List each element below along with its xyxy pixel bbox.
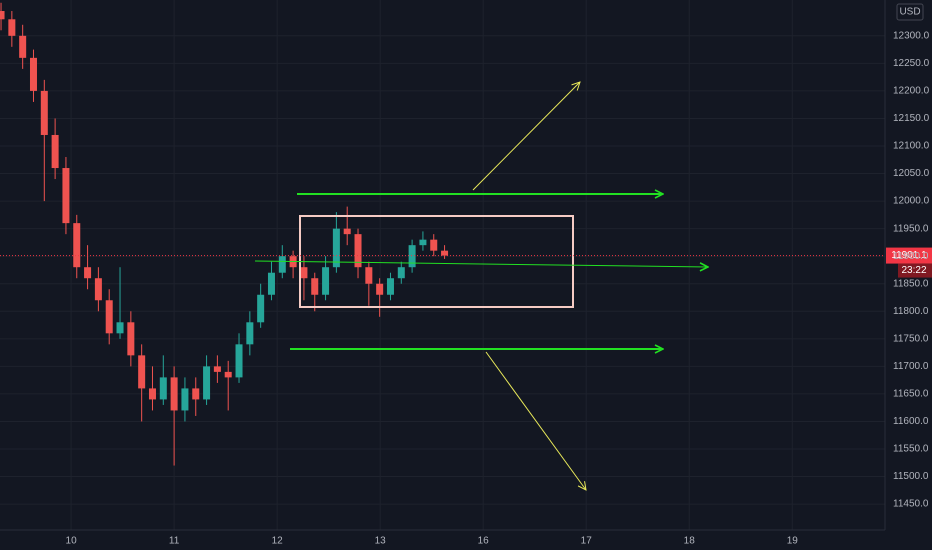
- y-tick-label: 12000.0: [893, 196, 930, 207]
- candle-body: [40, 90, 48, 135]
- candle-body: [192, 388, 200, 400]
- y-tick-label: 11750.0: [893, 333, 929, 344]
- candle-body: [148, 388, 156, 400]
- x-tick-label: 10: [66, 536, 78, 547]
- y-tick-label: 11700.0: [893, 361, 929, 372]
- candle-body: [0, 11, 5, 20]
- candle-body: [224, 371, 232, 378]
- candle-body: [267, 272, 275, 295]
- x-tick-label: 18: [684, 536, 696, 547]
- x-tick-label: 11: [169, 536, 180, 547]
- countdown: 23:22: [901, 265, 926, 276]
- candle-body: [376, 283, 384, 295]
- candle-body: [51, 134, 59, 169]
- candle-body: [365, 267, 373, 284]
- y-tick-label: 12050.0: [893, 168, 930, 179]
- y-tick-label: 12100.0: [893, 141, 930, 152]
- y-tick-label: 12300.0: [893, 30, 930, 41]
- price-label: 11901.1: [891, 250, 927, 261]
- currency: USD: [899, 7, 920, 18]
- candle-body: [19, 35, 27, 58]
- candle-body: [181, 388, 189, 411]
- candle-body: [397, 267, 405, 279]
- candle-body: [213, 366, 221, 372]
- y-tick-label: 11950.0: [893, 223, 929, 234]
- price-label-box: [886, 247, 932, 264]
- candle-body: [257, 294, 265, 323]
- candle-body: [138, 355, 146, 389]
- arrow: [254, 260, 708, 267]
- candle-body: [419, 239, 427, 246]
- candle-body: [300, 267, 308, 279]
- last-price: 11901.1 23:22: [0, 247, 932, 278]
- y-tick-label: 11600.0: [893, 416, 929, 427]
- y-tick-label: 11550.0: [893, 444, 929, 455]
- y-tick-label: 11650.0: [893, 389, 929, 400]
- countdown-box: [898, 263, 932, 278]
- candle-body: [159, 377, 167, 400]
- candle-body: [311, 278, 319, 295]
- candle-body: [29, 57, 37, 91]
- candle-body: [94, 278, 102, 301]
- y-tick-label: 11500.0: [893, 471, 929, 482]
- candle-body: [386, 278, 394, 295]
- x-tick-label: 17: [581, 536, 593, 547]
- currency-box[interactable]: [896, 3, 924, 21]
- candle-body: [354, 234, 362, 268]
- candle-body: [332, 228, 340, 268]
- y-tick-label: 12250.0: [893, 58, 930, 69]
- candle-body: [84, 267, 92, 279]
- y-tick-label: 11450.0: [893, 499, 929, 510]
- x-tick-label: 12: [272, 536, 284, 547]
- y-tick-label: 12150.0: [893, 113, 930, 124]
- arrow: [485, 351, 586, 490]
- candle-body: [116, 322, 124, 334]
- x-tick-label: 19: [787, 536, 799, 547]
- candle-body: [8, 19, 16, 36]
- y-tick-label: 11900.0: [893, 251, 929, 262]
- candle-body: [127, 322, 135, 356]
- candle-body: [430, 239, 438, 251]
- y-tick-label: 12200.0: [893, 86, 930, 97]
- candle-body: [235, 344, 243, 378]
- arrow: [472, 82, 580, 191]
- candle-body: [441, 250, 449, 256]
- candle-body: [73, 223, 81, 268]
- candle-body: [408, 245, 416, 268]
- x-tick-label: 13: [375, 536, 387, 547]
- candle-body: [203, 366, 211, 400]
- candle-body: [278, 256, 286, 273]
- candle-body: [322, 267, 330, 295]
- candle-body: [343, 228, 351, 235]
- x-tick-label: 16: [478, 536, 490, 547]
- y-tick-label: 11800.0: [893, 306, 929, 317]
- candle-body: [62, 168, 70, 224]
- candle-body: [105, 300, 113, 334]
- drawings: [254, 82, 708, 490]
- candle-body: [170, 377, 178, 411]
- y-tick-label: 11850.0: [893, 278, 929, 289]
- candle-body: [246, 322, 254, 345]
